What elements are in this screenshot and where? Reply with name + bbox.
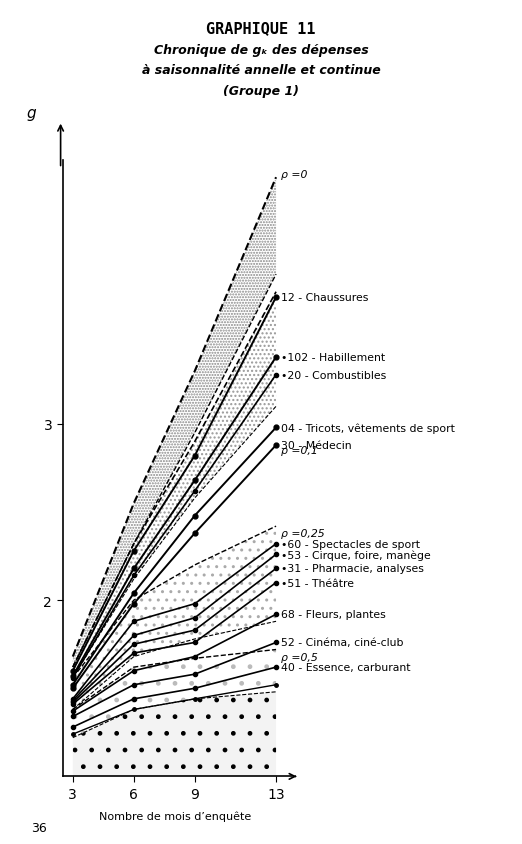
- Text: g: g: [27, 106, 36, 122]
- Text: à saisonnalité annelle et continue: à saisonnalité annelle et continue: [141, 64, 381, 77]
- Text: •60 - Spectacles de sport: •60 - Spectacles de sport: [281, 539, 420, 549]
- Text: •31 - Pharmacie, analyses: •31 - Pharmacie, analyses: [281, 564, 424, 574]
- Text: 52 - Cinéma, ciné-club: 52 - Cinéma, ciné-club: [281, 638, 404, 647]
- Text: 36: 36: [31, 821, 47, 834]
- Text: GRAPHIQUE 11: GRAPHIQUE 11: [206, 21, 316, 36]
- Text: ρ =0,1: ρ =0,1: [281, 446, 318, 456]
- Text: 12 - Chaussures: 12 - Chaussures: [281, 293, 369, 303]
- Text: ρ =0: ρ =0: [281, 170, 307, 180]
- Text: (Groupe 1): (Groupe 1): [223, 84, 299, 97]
- Text: ρ =0,5: ρ =0,5: [281, 652, 318, 662]
- Text: •53 - Cirque, foire, manège: •53 - Cirque, foire, manège: [281, 549, 431, 560]
- Text: Chronique de gₖ des dépenses: Chronique de gₖ des dépenses: [153, 44, 369, 57]
- Text: 68 - Fleurs, plantes: 68 - Fleurs, plantes: [281, 609, 386, 619]
- Text: •102 - Habillement: •102 - Habillement: [281, 353, 385, 363]
- Text: ρ =0,25: ρ =0,25: [281, 528, 325, 538]
- Text: 40 - Essence, carburant: 40 - Essence, carburant: [281, 663, 411, 673]
- Text: •20 - Combustibles: •20 - Combustibles: [281, 371, 386, 380]
- Text: •51 - Théâtre: •51 - Théâtre: [281, 578, 354, 587]
- Text: Nombre de mois d’enquête: Nombre de mois d’enquête: [99, 810, 251, 820]
- Text: 04 - Tricots, vêtements de sport: 04 - Tricots, vêtements de sport: [281, 423, 455, 433]
- Text: 30 - Médecin: 30 - Médecin: [281, 441, 352, 451]
